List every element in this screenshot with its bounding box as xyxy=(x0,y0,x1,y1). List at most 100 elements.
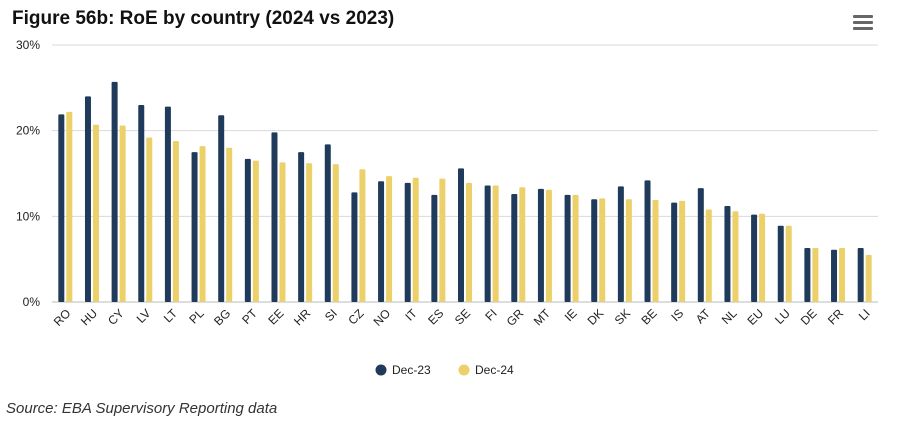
bar-dec-24-fi xyxy=(492,185,499,302)
x-tick-label: DK xyxy=(585,306,607,328)
bar-dec-24-at xyxy=(705,209,712,302)
y-tick-label: 20% xyxy=(16,124,40,138)
x-tick-label: IE xyxy=(562,306,580,324)
bar-dec-24-ie xyxy=(572,194,579,302)
bar-dec-23-li xyxy=(857,248,864,302)
x-tick-label: CY xyxy=(105,306,127,328)
y-tick-label: 0% xyxy=(23,295,41,309)
bar-dec-23-ee xyxy=(271,132,278,302)
hamburger-menu-icon[interactable] xyxy=(853,15,873,33)
bar-dec-23-se xyxy=(458,168,464,302)
legend-marker-dec-24 xyxy=(458,364,470,376)
bar-dec-23-ie xyxy=(564,194,571,302)
bar-dec-24-it xyxy=(412,177,419,302)
legend-label-dec-23: Dec-23 xyxy=(392,363,431,377)
bar-dec-23-pt xyxy=(244,158,251,302)
x-tick-label: GR xyxy=(504,306,527,329)
bar-dec-23-is xyxy=(671,202,678,302)
bar-dec-24-se xyxy=(466,182,472,302)
bar-dec-24-hr xyxy=(306,163,313,302)
bar-dec-23-mt xyxy=(537,188,544,302)
bar-dec-23-be xyxy=(644,180,651,302)
x-tick-label: FI xyxy=(482,306,499,323)
bar-dec-23-at xyxy=(697,188,704,302)
bar-dec-23-dk xyxy=(591,199,598,302)
bar-dec-23-hr xyxy=(298,152,305,302)
bar-dec-23-cz xyxy=(351,192,358,302)
x-tick-label: EU xyxy=(745,306,767,328)
bar-dec-24-bg xyxy=(226,147,233,302)
bar-dec-24-ee xyxy=(279,162,286,302)
bar-dec-23-cy xyxy=(111,81,118,302)
x-tick-label: HU xyxy=(78,306,100,328)
bar-dec-24-mt xyxy=(545,189,552,302)
bar-dec-24-cz xyxy=(359,169,366,302)
bar-dec-23-no xyxy=(378,181,385,302)
bar-dec-24-eu xyxy=(759,213,766,302)
x-tick-label: LT xyxy=(161,306,181,326)
bar-dec-24-no xyxy=(386,176,393,302)
source-note: Source: EBA Supervisory Reporting data xyxy=(6,400,278,417)
bar-dec-23-lu xyxy=(777,225,784,302)
bar-dec-24-lt xyxy=(172,140,179,302)
x-tick-label: FR xyxy=(825,306,846,327)
x-tick-label: BE xyxy=(638,306,659,327)
x-tick-label: MT xyxy=(531,306,554,329)
x-tick-label: EE xyxy=(265,306,286,327)
bar-dec-23-de xyxy=(804,248,811,302)
x-tick-label: BG xyxy=(211,306,233,328)
x-tick-label: IT xyxy=(402,306,420,324)
bar-dec-24-lu xyxy=(785,225,792,302)
x-tick-label: AT xyxy=(693,306,714,327)
bar-dec-23-gr xyxy=(511,194,518,302)
x-tick-label: CZ xyxy=(345,306,366,327)
legend-marker-dec-23 xyxy=(375,364,387,376)
bar-dec-24-si xyxy=(332,164,339,302)
x-tick-label: HR xyxy=(291,306,313,328)
x-tick-label: LV xyxy=(134,306,154,326)
bar-dec-24-sk xyxy=(625,199,632,302)
x-tick-label: SI xyxy=(322,306,340,324)
bar-dec-23-si xyxy=(324,144,331,302)
chart-title: Figure 56b: RoE by country (2024 vs 2023… xyxy=(12,8,395,29)
bar-dec-23-nl xyxy=(724,206,731,302)
bar-dec-24-pt xyxy=(252,160,259,302)
x-tick-label: NO xyxy=(371,306,394,329)
bar-dec-24-fr xyxy=(839,248,846,302)
bar-dec-24-cy xyxy=(119,125,126,302)
bar-dec-24-dk xyxy=(599,198,606,302)
bar-dec-23-bg xyxy=(218,115,225,302)
bar-dec-23-fr xyxy=(831,249,838,302)
bar-dec-24-de xyxy=(812,248,819,302)
x-tick-label: SK xyxy=(612,306,633,327)
bar-dec-24-ro xyxy=(66,111,73,302)
x-tick-label: NL xyxy=(719,306,740,327)
bar-dec-23-pl xyxy=(191,152,198,302)
x-tick-label: LU xyxy=(772,306,793,327)
x-tick-label: ES xyxy=(425,306,446,327)
x-tick-label: PT xyxy=(239,306,260,327)
x-tick-label: PL xyxy=(186,306,207,327)
bar-dec-23-sk xyxy=(617,186,624,302)
bar-dec-24-nl xyxy=(732,211,739,302)
x-tick-label: DE xyxy=(798,306,820,328)
bar-dec-24-li xyxy=(865,254,872,302)
bar-dec-24-gr xyxy=(519,187,526,302)
x-tick-label: SE xyxy=(452,306,473,327)
bar-dec-23-lt xyxy=(164,106,171,303)
bar-dec-24-lv xyxy=(146,137,153,302)
legend-label-dec-24: Dec-24 xyxy=(475,363,514,377)
bar-dec-23-eu xyxy=(751,214,758,302)
x-tick-label: RO xyxy=(51,306,74,329)
bar-chart: 0% 10% 20% 30% RO HU CY LV LT PL BG PT EE HR SI CZ NO IT E… xyxy=(16,38,878,377)
bar-dec-24-pl xyxy=(199,146,206,302)
bar-dec-24-be xyxy=(652,200,659,302)
x-tick-label: IS xyxy=(668,306,686,324)
bar-dec-23-es xyxy=(431,194,438,302)
bar-dec-24-is xyxy=(679,200,686,302)
bar-dec-23-fi xyxy=(484,185,491,302)
y-tick-label: 30% xyxy=(16,38,40,52)
bar-dec-23-lv xyxy=(138,104,145,302)
bar-dec-23-hu xyxy=(84,96,91,303)
bar-dec-24-es xyxy=(439,178,446,302)
